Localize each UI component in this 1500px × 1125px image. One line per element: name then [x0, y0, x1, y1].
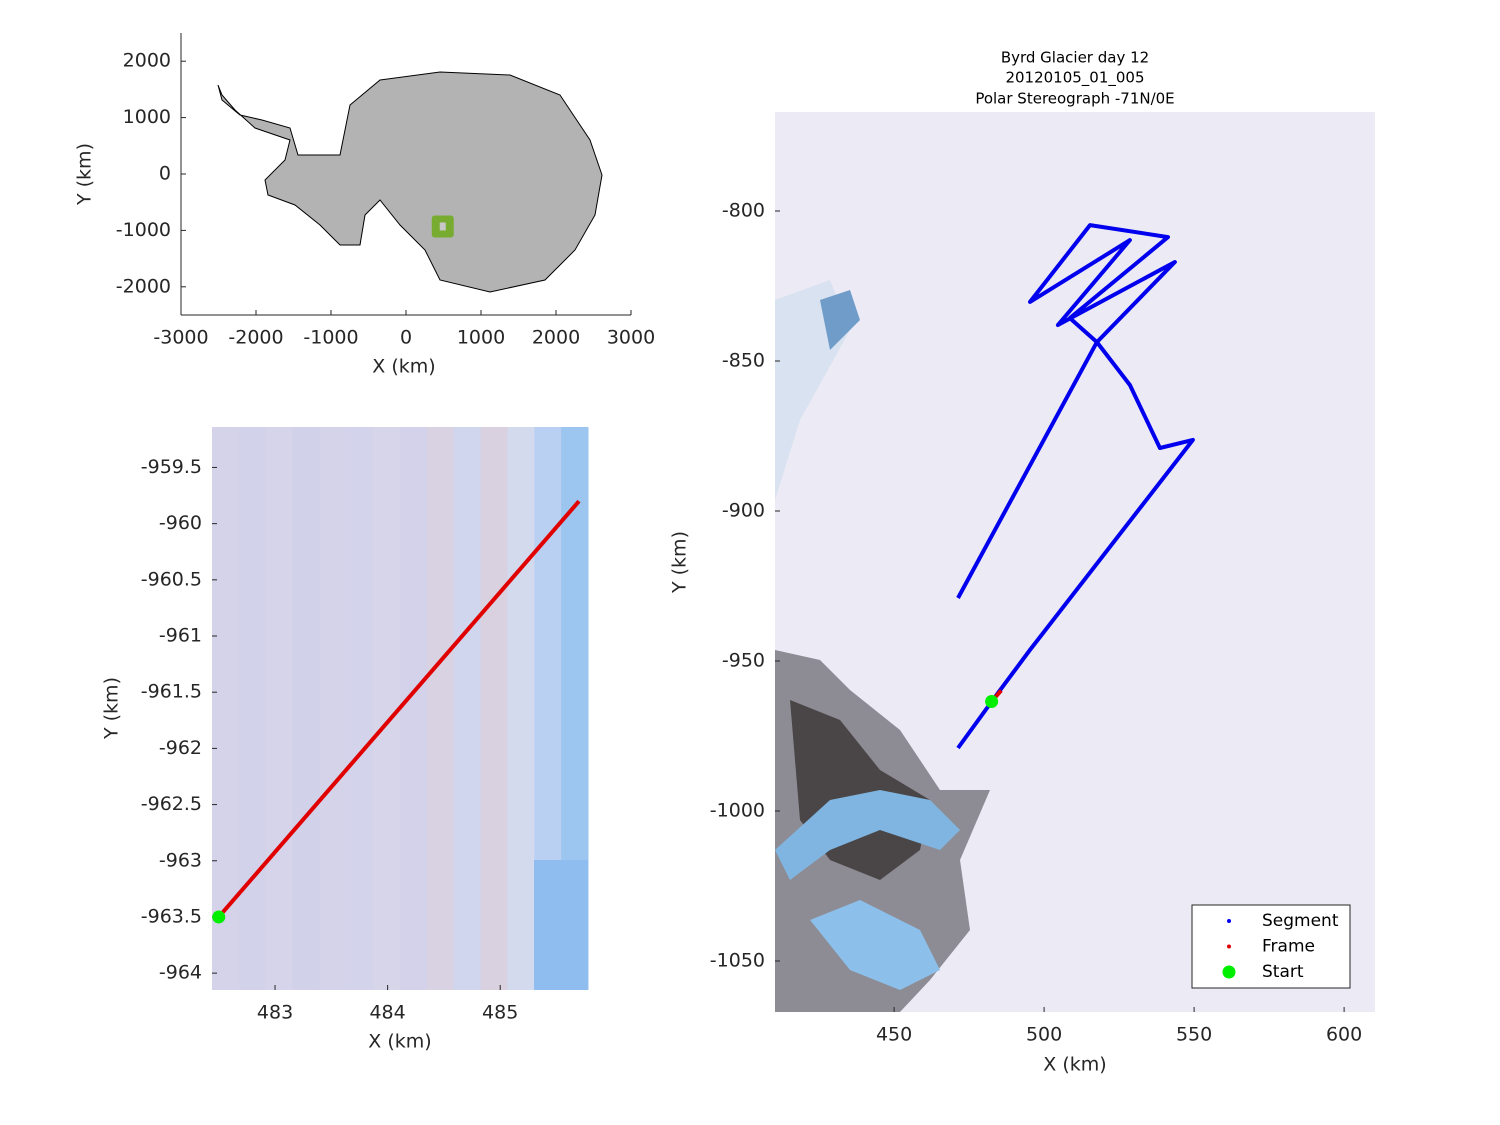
y-axis-label: Y (km): [101, 677, 123, 740]
image-column: [400, 427, 428, 990]
image-column: [212, 427, 240, 990]
x-tick-label: 3000: [607, 327, 655, 349]
y-tick-label: -960.5: [141, 568, 202, 590]
image-patch: [534, 860, 588, 990]
title-line: 20120105_01_005: [1005, 69, 1144, 88]
image-column: [292, 427, 320, 990]
x-tick-label: 484: [369, 1002, 405, 1024]
x-tick-label: 450: [876, 1024, 912, 1046]
x-tick-label: 500: [1026, 1024, 1062, 1046]
chart-title: Byrd Glacier day 12 20120105_01_005 Pola…: [975, 49, 1174, 108]
x-axis-label: X (km): [368, 1031, 431, 1053]
y-tick-label: -963: [159, 849, 202, 871]
legend-label: Frame: [1262, 937, 1315, 957]
continent: [217, 71, 603, 293]
x-tick-label: -2000: [228, 327, 283, 349]
legend-swatch: [1222, 965, 1236, 979]
title-line: Byrd Glacier day 12: [1001, 49, 1149, 67]
y-tick-label: -962: [159, 737, 202, 759]
y-tick-label: -961.5: [141, 681, 202, 703]
y-tick-label: 1000: [123, 106, 171, 128]
title-line: Polar Stereograph -71N/0E: [975, 90, 1174, 108]
y-tick-label: -960: [159, 512, 202, 534]
image-column: [480, 427, 508, 990]
x-tick-label: 550: [1176, 1024, 1212, 1046]
legend-box: [1191, 904, 1351, 989]
image-column: [238, 427, 267, 990]
x-tick-label: 483: [257, 1002, 293, 1024]
legend-swatch: [1227, 944, 1231, 949]
legend-label: Segment: [1262, 911, 1339, 931]
image-column: [373, 427, 401, 990]
x-tick-label: 0: [400, 327, 412, 349]
image-column: [265, 427, 294, 990]
start-marker: [212, 910, 226, 924]
start-marker: [985, 695, 999, 708]
y-tick-label: -964: [159, 962, 202, 984]
legend-label: Start: [1262, 962, 1304, 982]
y-tick-label: -963.5: [141, 905, 202, 927]
y-tick-label: -1000: [710, 800, 765, 822]
y-tick-label: 2000: [123, 50, 171, 72]
x-axis-label: X (km): [372, 356, 435, 378]
image-background: [212, 427, 589, 990]
x-tick-label: 1000: [457, 327, 505, 349]
legend: Segment Frame Start: [1191, 904, 1351, 989]
legend-swatch: [1227, 919, 1231, 923]
image-column: [346, 427, 374, 990]
region-inner: [439, 222, 446, 231]
y-tick-label: -850: [722, 350, 765, 372]
track-line: [217, 499, 581, 919]
image-column: [507, 427, 535, 990]
y-tick-label: -2000: [116, 275, 171, 297]
x-tick-label: -3000: [153, 327, 208, 349]
x-tick-label: 485: [482, 1002, 518, 1024]
y-axis-label: Y (km): [74, 143, 96, 206]
y-tick-label: 0: [159, 163, 171, 185]
y-tick-label: -962.5: [141, 793, 202, 815]
image-column: [426, 427, 455, 990]
y-axis-label: Y (km): [669, 531, 691, 594]
y-tick-label: -900: [722, 500, 765, 522]
y-tick-label: -1000: [116, 219, 171, 241]
image-background: [775, 112, 1375, 1012]
y-tick-label: -1050: [710, 950, 765, 972]
x-tick-label: 2000: [532, 327, 580, 349]
y-tick-label: -800: [722, 200, 765, 222]
x-tick-label: -1000: [303, 327, 358, 349]
y-tick-label: -961: [159, 625, 202, 647]
image-column: [453, 427, 482, 990]
x-axis-label: X (km): [1043, 1054, 1106, 1076]
x-tick-label: 600: [1326, 1024, 1362, 1046]
y-tick-label: -950: [722, 650, 765, 672]
image-column: [319, 427, 347, 990]
y-tick-label: -959.5: [141, 456, 202, 478]
track-line: [956, 223, 1195, 750]
